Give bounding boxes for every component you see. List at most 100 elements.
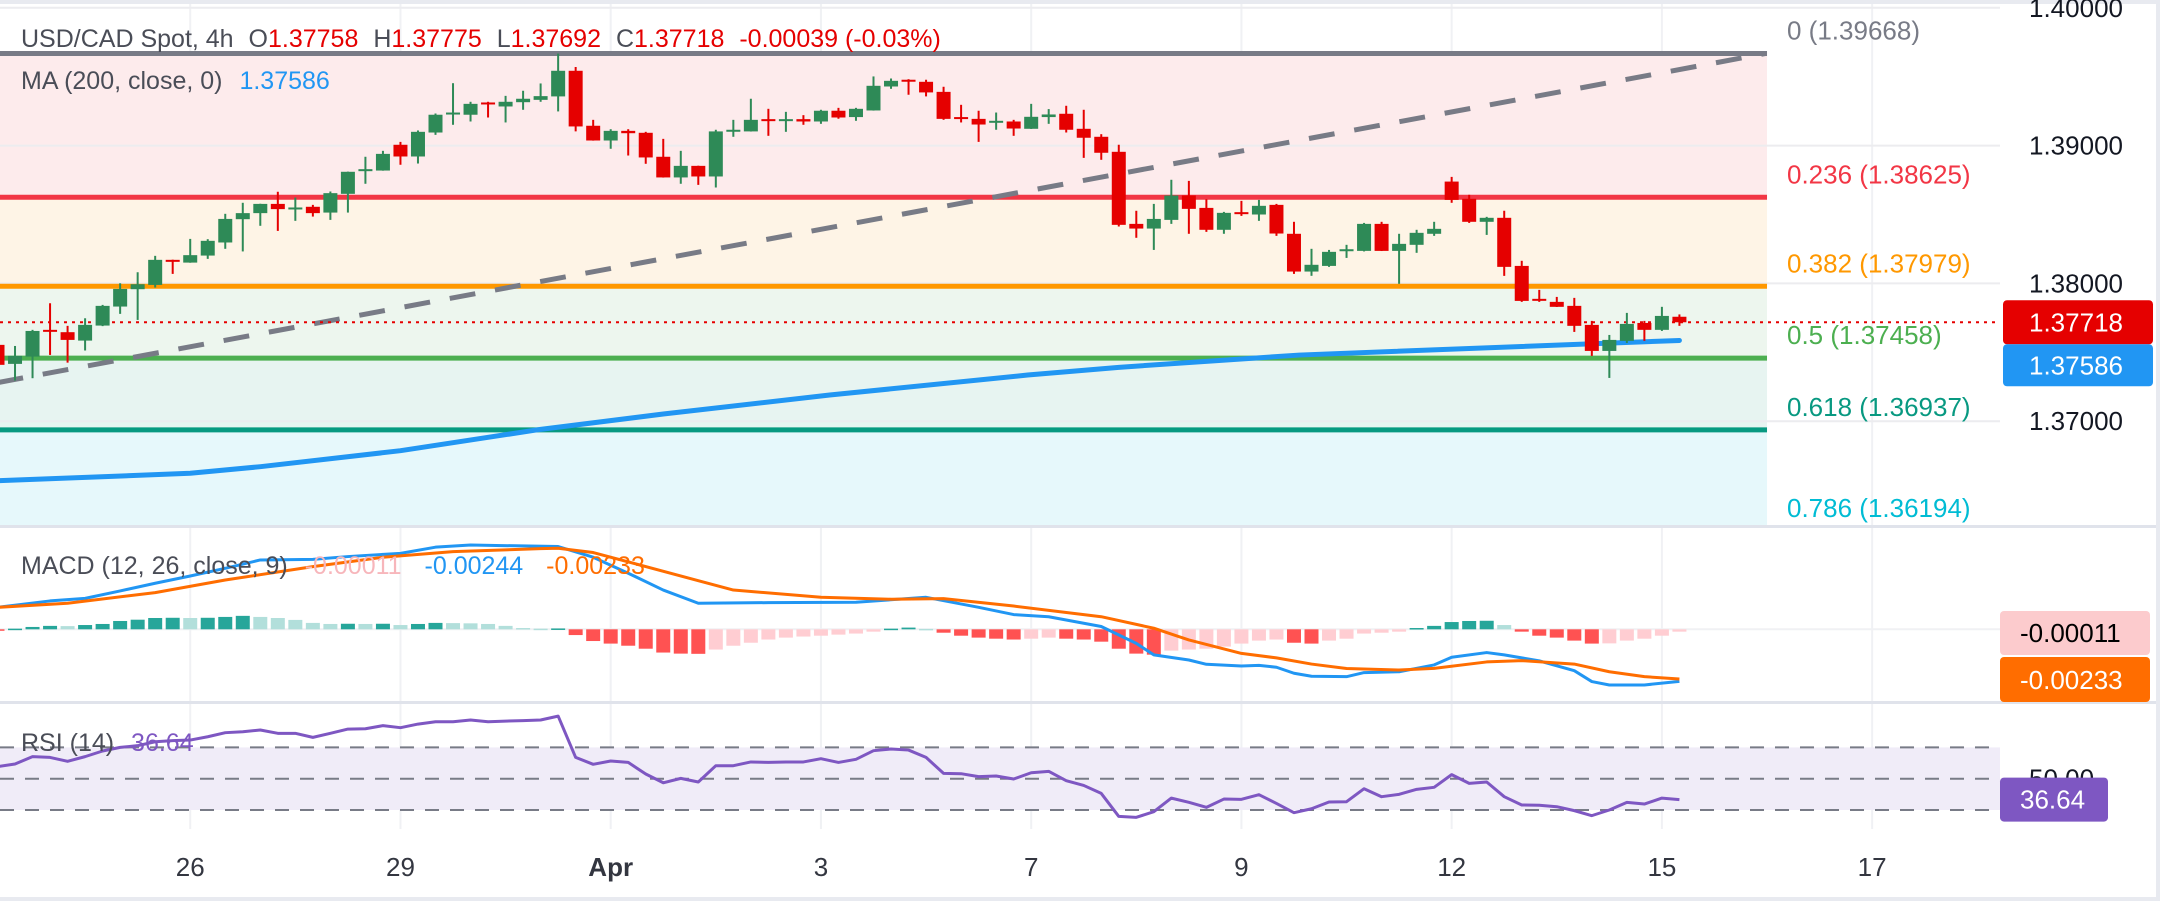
candle-body <box>989 120 1004 123</box>
macd-histogram-bar <box>726 629 741 646</box>
candle-body <box>358 169 373 172</box>
price-axis[interactable]: 1.40000 1.39000 1.38000 1.37000 <box>2029 0 2123 436</box>
macd-histogram-bar <box>498 625 513 630</box>
candle-body <box>95 305 110 326</box>
candle-body <box>200 240 215 256</box>
macd-legend-label: MACD (12, 26, close, 9) <box>21 552 288 580</box>
candle-body <box>305 206 320 214</box>
macd-histogram-bar <box>95 623 110 630</box>
macd-histogram-bar <box>1339 629 1354 639</box>
candle <box>796 115 811 125</box>
candle-body <box>1532 298 1547 301</box>
candle-body <box>183 255 198 263</box>
macd-histogram-bar <box>1672 629 1687 632</box>
candle-body <box>761 119 776 122</box>
macd-histogram-bar <box>1304 629 1319 644</box>
macd-histogram-bar <box>1357 629 1372 634</box>
pane-separator[interactable] <box>0 701 2160 704</box>
price-tick-label: 1.37000 <box>2029 406 2123 436</box>
macd-histogram-bar <box>936 629 951 633</box>
macd-histogram-bar <box>1251 629 1266 641</box>
candle-body <box>551 70 566 97</box>
candle <box>1129 210 1144 238</box>
candle-body <box>1619 323 1634 341</box>
macd-histogram-bar <box>113 620 128 630</box>
macd-histogram-bar <box>1549 629 1564 638</box>
macd-histogram-bar <box>130 619 145 630</box>
right-border <box>2156 0 2160 901</box>
candle <box>1409 229 1424 253</box>
macd-histogram-bar <box>1602 629 1617 644</box>
pane-separator[interactable] <box>0 525 2160 528</box>
macd-histogram-bar <box>1269 629 1284 640</box>
candle-body <box>1234 212 1249 215</box>
candle <box>148 255 163 288</box>
change-value: -0.00039 (-0.03%) <box>739 25 941 53</box>
rsi-pane[interactable] <box>0 714 2000 819</box>
macd-histogram-bar <box>638 629 653 649</box>
macd-histogram-bar <box>551 628 566 630</box>
candle <box>1357 222 1372 252</box>
macd-histogram-bar <box>1427 625 1442 630</box>
candle <box>1041 109 1056 124</box>
macd-histogram-bar <box>410 623 425 630</box>
fib-level-label: 0.618 (1.36937) <box>1787 392 1971 422</box>
candle-body <box>831 110 846 118</box>
macd-histogram-bar <box>1637 629 1652 639</box>
candle-body <box>1584 324 1599 351</box>
candle <box>1304 248 1319 276</box>
candle <box>113 283 128 314</box>
candle-body <box>148 259 163 285</box>
rsi-badge: 36.64 <box>2000 777 2108 822</box>
candle-body <box>1146 218 1161 229</box>
candle <box>1637 320 1652 341</box>
candle <box>288 197 303 221</box>
candle <box>446 83 461 125</box>
candle-body <box>866 85 881 111</box>
macd-histogram-bar <box>1619 629 1634 641</box>
trendline[interactable] <box>0 51 1766 385</box>
horizontal-grid <box>0 6 2000 423</box>
macd-histogram-bar <box>393 625 408 630</box>
macd-histogram-bar <box>831 629 846 635</box>
macd-histogram-bar <box>1514 629 1529 632</box>
candle-body <box>1181 195 1196 209</box>
candle <box>743 98 758 132</box>
candle <box>1181 180 1196 234</box>
candle <box>218 213 233 249</box>
macd-line <box>0 543 1680 687</box>
macd-histogram-bar <box>1444 622 1459 630</box>
candle-body <box>270 203 285 210</box>
fibonacci-retracement[interactable] <box>0 51 1768 533</box>
candle-body <box>1322 251 1337 266</box>
close-label: C <box>616 25 634 53</box>
candle <box>954 104 969 123</box>
macd-histogram-bar <box>778 629 793 638</box>
time-axis[interactable]: 26 29 Apr 3 7 9 12 15 17 <box>176 852 1887 882</box>
candle-body <box>1357 223 1372 251</box>
macd-pane[interactable] <box>0 543 2000 687</box>
open-label: O <box>249 25 268 53</box>
candle <box>340 171 355 213</box>
candle-body <box>1269 204 1284 234</box>
candle <box>1427 221 1442 236</box>
ma-legend[interactable]: MA (200, close, 0) 1.37586 <box>21 67 330 95</box>
candle <box>270 191 285 231</box>
candle <box>1216 211 1231 234</box>
price-pane[interactable] <box>0 6 2000 533</box>
candle <box>761 108 776 136</box>
macd-legend[interactable]: MACD (12, 26, close, 9) -0.00011 -0.0024… <box>21 552 645 580</box>
candle <box>410 130 425 164</box>
candle-body <box>253 203 268 214</box>
candle-body <box>1199 207 1214 230</box>
candle-body <box>884 80 899 87</box>
candle <box>778 111 793 132</box>
candle <box>936 86 951 120</box>
rsi-legend[interactable]: RSI (14) 36.64 <box>21 729 194 757</box>
macd-histogram-bar <box>603 629 618 644</box>
macd-hist-badge-value: -0.00011 <box>2020 618 2121 648</box>
candle-body <box>936 91 951 119</box>
candle <box>1024 103 1039 129</box>
candle <box>1339 244 1354 258</box>
